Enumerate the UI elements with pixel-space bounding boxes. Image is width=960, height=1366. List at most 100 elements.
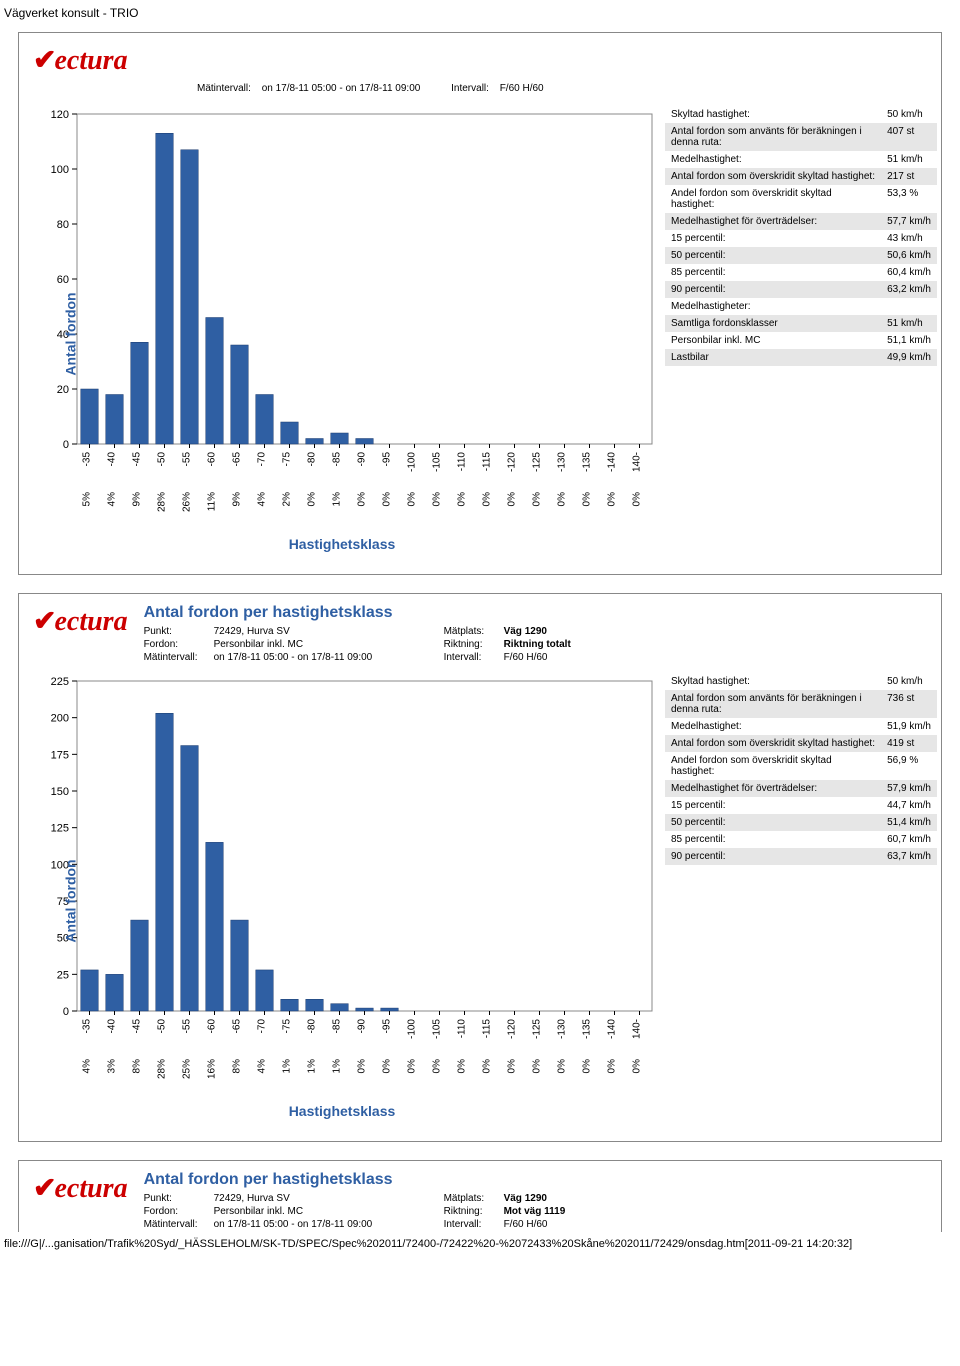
svg-text:150: 150	[51, 786, 69, 798]
meta-cell: Väg 1290	[504, 626, 664, 637]
panel2-meta: Punkt:72429, Hurva SVMätplats:Väg 1290Fo…	[144, 626, 933, 663]
svg-text:-50: -50	[157, 1019, 168, 1034]
svg-text:11%: 11%	[207, 492, 218, 511]
svg-text:20: 20	[57, 384, 69, 396]
meta-cell: Mot väg 1119	[504, 1206, 664, 1217]
svg-text:25%: 25%	[182, 1059, 193, 1079]
stats-row: Medelhastighet för överträdelser:57,9 km…	[665, 780, 937, 797]
svg-text:25: 25	[57, 969, 69, 981]
svg-text:0: 0	[63, 439, 69, 451]
svg-text:8%: 8%	[132, 1059, 143, 1074]
vectura-logo: ✔ectura	[27, 1167, 134, 1205]
panel1-meta: Mätintervall: on 17/8-11 05:00 - on 17/8…	[27, 77, 933, 104]
panel1-ylabel: Antal fordon	[63, 292, 79, 375]
panel1-xlabel: Hastighetsklass	[27, 534, 657, 552]
svg-text:9%: 9%	[132, 492, 143, 507]
svg-text:-135: -135	[582, 1019, 593, 1039]
svg-text:225: 225	[51, 676, 69, 688]
stats-row: 15 percentil:44,7 km/h	[665, 797, 937, 814]
svg-text:-120: -120	[507, 452, 518, 472]
svg-text:0%: 0%	[607, 1059, 618, 1074]
stats-row: Medelhastigheter:	[665, 298, 937, 315]
panel2-ylabel: Antal fordon	[63, 859, 79, 942]
svg-text:-60: -60	[207, 1019, 218, 1034]
svg-text:140-: 140-	[632, 452, 643, 472]
stats-row: Skyltad hastighet:50 km/h	[665, 673, 937, 690]
meta-cell: Mätplats:	[444, 626, 504, 637]
svg-text:0%: 0%	[507, 1059, 518, 1074]
svg-text:-90: -90	[357, 452, 368, 467]
meta-cell: Riktning:	[444, 1206, 504, 1217]
svg-text:-65: -65	[232, 1019, 243, 1034]
meta-cell: Intervall:	[444, 1219, 504, 1230]
svg-text:-75: -75	[282, 452, 293, 467]
meta-cell: 72429, Hurva SV	[214, 1193, 444, 1204]
svg-text:0%: 0%	[632, 1059, 643, 1074]
svg-text:-120: -120	[507, 1019, 518, 1039]
meta-cell: Personbilar inkl. MC	[214, 639, 444, 650]
svg-text:-140: -140	[607, 452, 618, 472]
stats-row: 50 percentil:51,4 km/h	[665, 814, 937, 831]
panel-2: ✔ectura Antal fordon per hastighetsklass…	[18, 593, 942, 1142]
svg-text:-95: -95	[382, 452, 393, 467]
svg-text:0%: 0%	[607, 492, 618, 507]
svg-text:-80: -80	[307, 1019, 318, 1034]
svg-text:0%: 0%	[432, 1059, 443, 1074]
stats-row: 90 percentil:63,7 km/h	[665, 848, 937, 865]
panel3-title: Antal fordon per hastighetsklass	[144, 1171, 933, 1193]
svg-text:-45: -45	[132, 1019, 143, 1034]
svg-text:0%: 0%	[382, 1059, 393, 1074]
meta-cell: Fordon:	[144, 639, 214, 650]
svg-text:-105: -105	[432, 1019, 443, 1039]
vectura-logo: ✔ectura	[27, 39, 933, 77]
svg-text:200: 200	[51, 713, 69, 725]
meta-cell: Fordon:	[144, 1206, 214, 1217]
meta-cell: Punkt:	[144, 1193, 214, 1204]
svg-text:-115: -115	[482, 1019, 493, 1039]
svg-text:-85: -85	[332, 452, 343, 467]
stats-row: Medelhastighet för överträdelser:57,7 km…	[665, 213, 937, 230]
svg-text:-70: -70	[257, 1019, 268, 1034]
svg-text:0%: 0%	[407, 492, 418, 507]
meta-cell: on 17/8-11 05:00 - on 17/8-11 09:00	[214, 652, 444, 663]
meta-cell: Mätintervall:	[144, 652, 214, 663]
svg-text:-100: -100	[407, 1019, 418, 1039]
svg-text:-40: -40	[107, 1019, 118, 1034]
stats-row: Skyltad hastighet:50 km/h	[665, 106, 937, 123]
page-title: Vägverket konsult - TRIO	[0, 0, 960, 30]
stats-row: Antal fordon som överskridit skyltad has…	[665, 168, 937, 185]
svg-text:0: 0	[63, 1006, 69, 1018]
meta-cell: Riktning:	[444, 639, 504, 650]
svg-text:-45: -45	[132, 452, 143, 467]
meta-cell: on 17/8-11 05:00 - on 17/8-11 09:00	[214, 1219, 444, 1230]
svg-text:0%: 0%	[532, 1059, 543, 1074]
svg-text:-115: -115	[482, 452, 493, 472]
panel2-stats-table: Skyltad hastighet:50 km/hAntal fordon so…	[665, 673, 937, 865]
svg-text:0%: 0%	[457, 1059, 468, 1074]
svg-text:-95: -95	[382, 1019, 393, 1034]
svg-text:0%: 0%	[307, 492, 318, 507]
meta-cell: Mätplats:	[444, 1193, 504, 1204]
svg-text:5%: 5%	[82, 492, 93, 507]
panel3-meta: Punkt:72429, Hurva SVMätplats:Väg 1290Fo…	[144, 1193, 933, 1230]
stats-row: Samtliga fordonsklasser51 km/h	[665, 315, 937, 332]
svg-text:-110: -110	[457, 452, 468, 472]
stats-row: Antal fordon som använts för beräkningen…	[665, 123, 937, 151]
panel-1: ✔ectura Mätintervall: on 17/8-11 05:00 -…	[18, 32, 942, 575]
svg-text:28%: 28%	[157, 492, 168, 512]
stats-row: Andel fordon som överskridit skyltad has…	[665, 752, 937, 780]
stats-row: 85 percentil:60,7 km/h	[665, 831, 937, 848]
svg-text:-130: -130	[557, 1019, 568, 1039]
svg-text:0%: 0%	[507, 492, 518, 507]
svg-text:0%: 0%	[357, 1059, 368, 1074]
meta-cell: 72429, Hurva SV	[214, 626, 444, 637]
stats-row: Lastbilar49,9 km/h	[665, 349, 937, 366]
svg-text:9%: 9%	[232, 492, 243, 507]
stats-row: Andel fordon som överskridit skyltad has…	[665, 185, 937, 213]
svg-text:120: 120	[51, 109, 69, 121]
svg-text:26%: 26%	[182, 492, 193, 512]
stats-row: 15 percentil:43 km/h	[665, 230, 937, 247]
svg-text:-85: -85	[332, 1019, 343, 1034]
svg-text:1%: 1%	[307, 1059, 318, 1074]
svg-text:0%: 0%	[382, 492, 393, 507]
